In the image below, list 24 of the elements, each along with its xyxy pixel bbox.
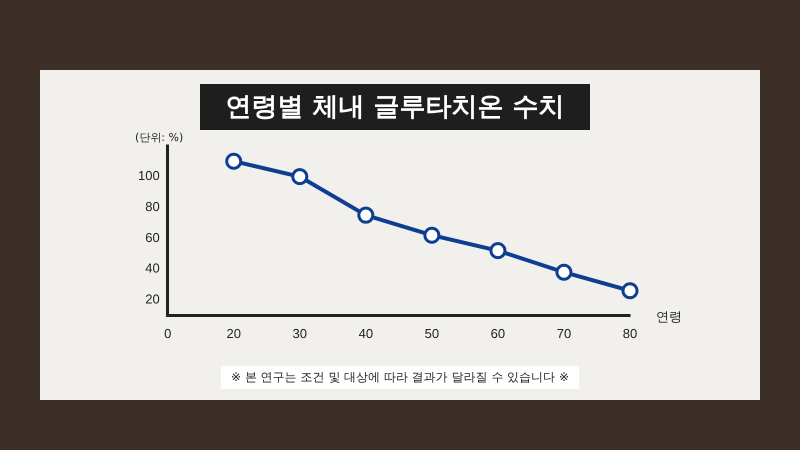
x-tick-label: 30 xyxy=(292,326,308,341)
y-tick-label: 20 xyxy=(145,292,160,307)
x-tick-label: 0 xyxy=(164,326,172,341)
x-tick-label: 50 xyxy=(424,326,440,341)
point xyxy=(357,206,374,224)
y-tick-label: 60 xyxy=(145,230,160,245)
y-tick-label: 40 xyxy=(145,260,160,276)
point xyxy=(423,226,440,244)
x-tick-label: 20 xyxy=(226,326,241,341)
point xyxy=(225,152,242,170)
point xyxy=(489,242,506,260)
point xyxy=(622,282,638,300)
x-tick-label: 70 xyxy=(556,326,572,341)
point xyxy=(555,264,572,281)
x-tick-label: 80 xyxy=(622,326,638,341)
y-axis-title: (단위: %) xyxy=(135,130,184,145)
chart-title: 연령별 체내 글루타치온 수치 xyxy=(200,84,590,130)
x-tick-label: 60 xyxy=(490,326,506,341)
x-axis-title: 연령 xyxy=(656,309,682,326)
text: ※ 본 연구는 조건 및 대상에 따라 결과가 달라질 수 있습니다 ※ xyxy=(220,366,580,389)
x-tick-label: 40 xyxy=(358,326,374,341)
y-tick-label: 80 xyxy=(145,199,160,214)
y-tick-label: 100 xyxy=(138,168,160,184)
point xyxy=(291,168,308,186)
